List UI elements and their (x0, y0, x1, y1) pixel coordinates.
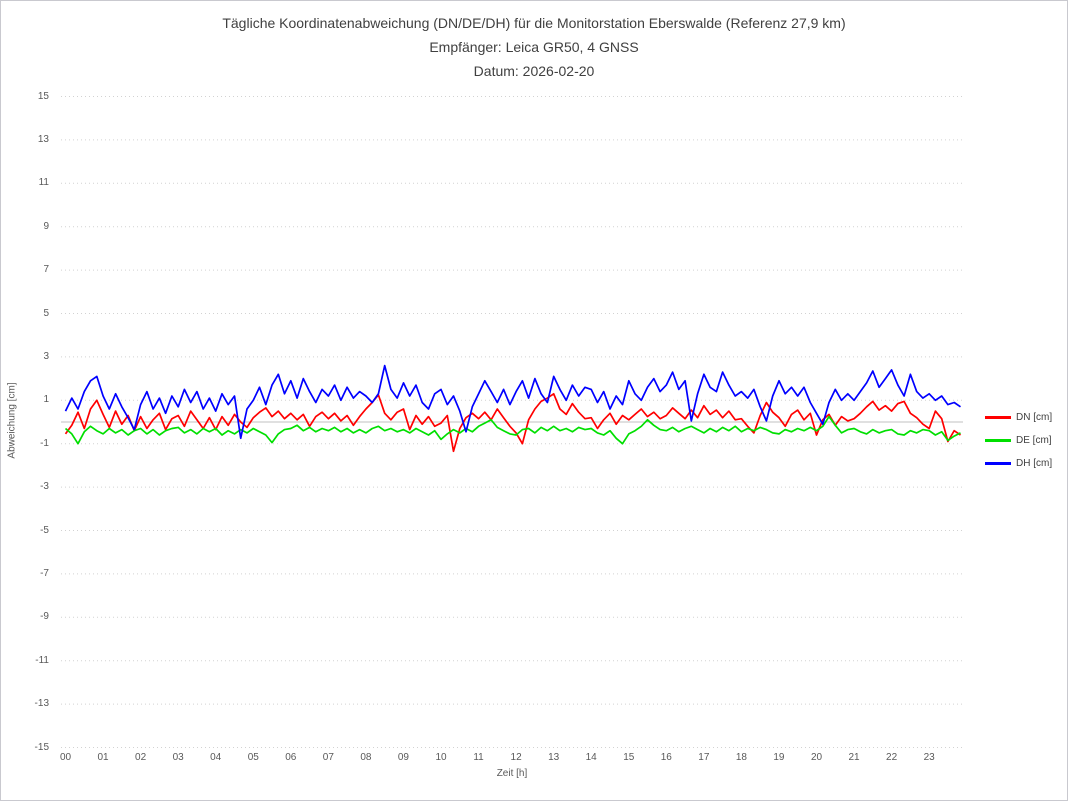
x-tick-label: 17 (698, 752, 710, 763)
x-tick-label: 16 (660, 752, 672, 763)
x-tick-label: 04 (210, 752, 222, 763)
y-tick-label: 3 (43, 350, 49, 362)
chart-subtitle-receiver: Empfänger: Leica GR50, 4 GNSS (429, 39, 639, 55)
chart-subtitle-date: Datum: 2026-02-20 (473, 63, 595, 79)
y-tick-label: 11 (38, 177, 49, 189)
x-tick-label: 20 (810, 752, 823, 763)
x-tick-label: 07 (322, 752, 334, 763)
x-tick-label: 14 (585, 752, 597, 763)
x-tick-label: 23 (923, 752, 935, 763)
x-tick-label: 02 (135, 752, 147, 763)
series-line-dh (64, 364, 961, 440)
y-tick-label: -7 (40, 567, 49, 579)
y-tick-label: 1 (43, 394, 49, 406)
x-axis-title: Zeit [h] (496, 768, 528, 779)
y-tick-label: 5 (43, 307, 49, 319)
x-tick-label: 01 (97, 752, 109, 763)
legend-line-swatch (985, 462, 1011, 465)
legend-line-swatch (985, 416, 1011, 419)
y-tick-label: 15 (37, 90, 49, 102)
legend-label: DN [cm] (1016, 412, 1053, 423)
x-tick-label: 08 (360, 752, 372, 763)
x-tick-label: 12 (510, 752, 522, 763)
y-axis-title: Abweichung [cm] (6, 382, 18, 459)
title-block: Tägliche Koordinatenabweichung (DN/DE/DH… (1, 11, 1067, 83)
legend-label: DH [cm] (1016, 458, 1053, 469)
series-line-dn (64, 392, 961, 453)
y-tick-label: -11 (35, 654, 49, 666)
y-tick-label: -13 (34, 698, 49, 710)
x-tick-label: 15 (623, 752, 635, 763)
y-tick-label: -9 (40, 611, 49, 623)
x-tick-label: 22 (886, 752, 898, 763)
x-tick-label: 00 (59, 752, 72, 763)
x-tick-label: 21 (848, 752, 860, 763)
x-tick-label: 06 (285, 752, 297, 763)
plot-area (61, 96, 963, 748)
x-tick-label: 19 (773, 752, 785, 763)
legend: DN [cm] DE [cm] DH [cm] (985, 406, 1052, 475)
x-tick-label: 09 (397, 752, 409, 763)
chart-title: Tägliche Koordinatenabweichung (DN/DE/DH… (222, 15, 846, 31)
series-line-de (64, 415, 961, 445)
legend-item-dn: DN [cm] (985, 406, 1052, 429)
legend-item-dh: DH [cm] (985, 452, 1052, 475)
x-tick-label: 10 (435, 752, 447, 763)
y-tick-label: 9 (43, 220, 49, 232)
x-tick-label: 11 (473, 752, 484, 763)
y-tick-label: -3 (40, 481, 49, 493)
y-tick-label: -15 (34, 741, 49, 753)
y-tick-label: 13 (37, 133, 49, 145)
legend-line-swatch (985, 439, 1011, 442)
y-tick-label: -5 (40, 524, 49, 536)
y-tick-label: -1 (40, 437, 49, 449)
legend-item-de: DE [cm] (985, 429, 1052, 452)
x-tick-label: 18 (735, 752, 747, 763)
legend-label: DE [cm] (1016, 435, 1052, 446)
y-tick-label: 7 (43, 264, 49, 276)
x-tick-label: 03 (172, 752, 184, 763)
x-tick-label: 05 (247, 752, 259, 763)
x-tick-label: 13 (548, 752, 560, 763)
